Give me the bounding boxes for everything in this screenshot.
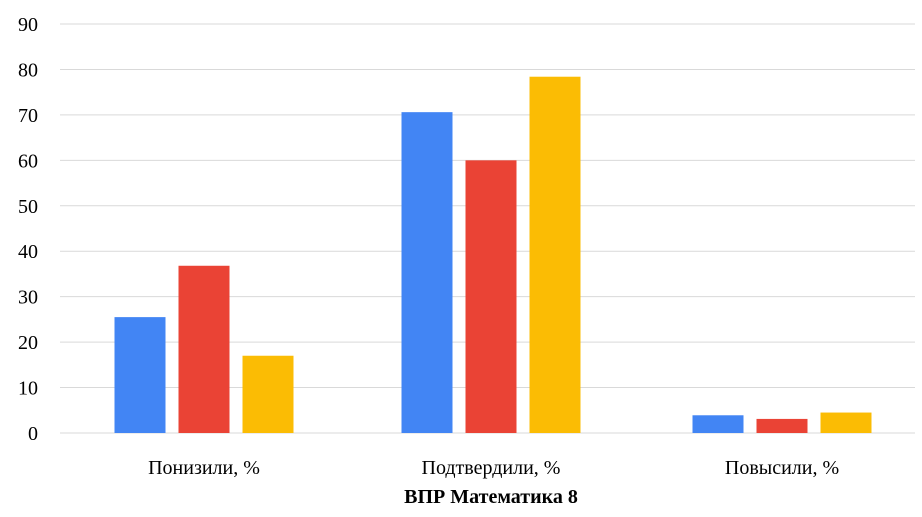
y-tick-label: 0 [28,423,38,445]
y-tick-label: 70 [18,105,38,127]
y-tick-label: 30 [18,287,38,309]
x-category-label: Подтвердили, % [422,457,561,479]
bar [756,418,808,433]
bar [529,76,581,434]
bar [692,415,744,433]
y-tick-label: 20 [18,332,38,354]
y-tick-label: 80 [18,59,38,81]
bar [178,265,230,433]
bar [820,412,872,433]
bar [401,112,453,433]
x-axis-categories: Понизили, % Подтвердили, % Повысили, % [148,457,839,479]
y-tick-label: 60 [18,150,38,172]
x-category-label: Повысили, % [725,457,839,479]
y-tick-label: 10 [18,378,38,400]
bar [465,160,517,434]
y-tick-label: 50 [18,196,38,218]
x-axis-title: ВПР Математика 8 [404,486,578,508]
y-tick-label: 90 [18,14,38,36]
y-axis-ticks: 0 10 20 30 40 50 60 70 80 90 [18,14,38,445]
bar [114,317,166,433]
x-category-label: Понизили, % [148,457,260,479]
y-tick-label: 40 [18,241,38,263]
bar [242,355,294,433]
bars [114,76,872,434]
